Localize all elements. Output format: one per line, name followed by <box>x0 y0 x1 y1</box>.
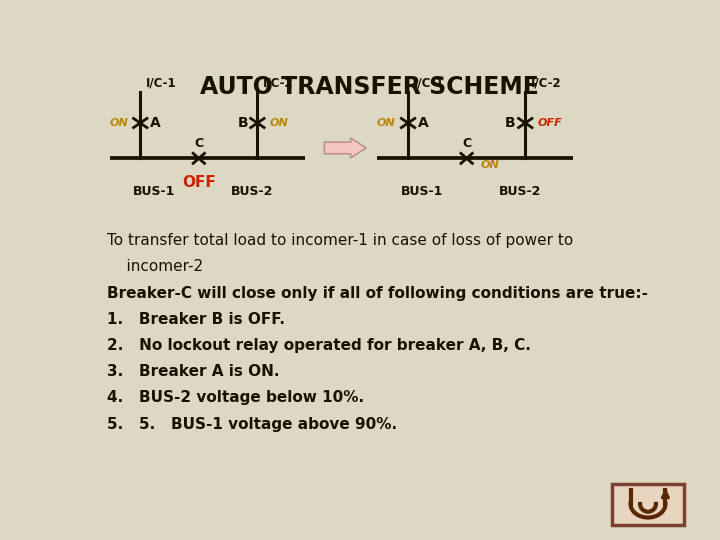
Text: I/C-2: I/C-2 <box>531 77 562 90</box>
Text: B: B <box>505 116 516 130</box>
Text: ON: ON <box>377 118 396 128</box>
Text: B: B <box>238 116 248 130</box>
Text: BUS-2: BUS-2 <box>230 185 273 198</box>
Text: AUTO TRANSFER SCHEME: AUTO TRANSFER SCHEME <box>199 75 539 99</box>
Text: A: A <box>418 116 428 130</box>
Text: OFF: OFF <box>538 118 562 128</box>
Text: C: C <box>194 137 203 150</box>
Text: BUS-2: BUS-2 <box>498 185 541 198</box>
Text: A: A <box>150 116 161 130</box>
Text: 5.   5.   BUS-1 voltage above 90%.: 5. 5. BUS-1 voltage above 90%. <box>107 416 397 431</box>
Text: Breaker-C will close only if all of following conditions are true:-: Breaker-C will close only if all of foll… <box>107 286 648 301</box>
Text: 3.   Breaker A is ON.: 3. Breaker A is ON. <box>107 364 279 379</box>
Text: incomer-2: incomer-2 <box>107 259 203 274</box>
Text: ON: ON <box>109 118 128 128</box>
Text: 2.   No lockout relay operated for breaker A, B, C.: 2. No lockout relay operated for breaker… <box>107 338 531 353</box>
Text: OFF: OFF <box>182 175 216 190</box>
FancyArrow shape <box>324 138 366 158</box>
Text: 4.   BUS-2 voltage below 10%.: 4. BUS-2 voltage below 10%. <box>107 390 364 406</box>
Text: I/C-1: I/C-1 <box>413 77 444 90</box>
Text: ON: ON <box>481 160 500 170</box>
Text: BUS-1: BUS-1 <box>133 185 176 198</box>
Text: BUS-1: BUS-1 <box>401 185 444 198</box>
Text: I/C-1: I/C-1 <box>145 77 176 90</box>
Text: To transfer total load to incomer-1 in case of loss of power to: To transfer total load to incomer-1 in c… <box>107 233 573 248</box>
Text: I/C-2: I/C-2 <box>263 77 294 90</box>
Text: 1.   Breaker B is OFF.: 1. Breaker B is OFF. <box>107 312 284 327</box>
FancyBboxPatch shape <box>612 484 684 525</box>
Text: C: C <box>462 137 471 150</box>
Text: ON: ON <box>270 118 289 128</box>
